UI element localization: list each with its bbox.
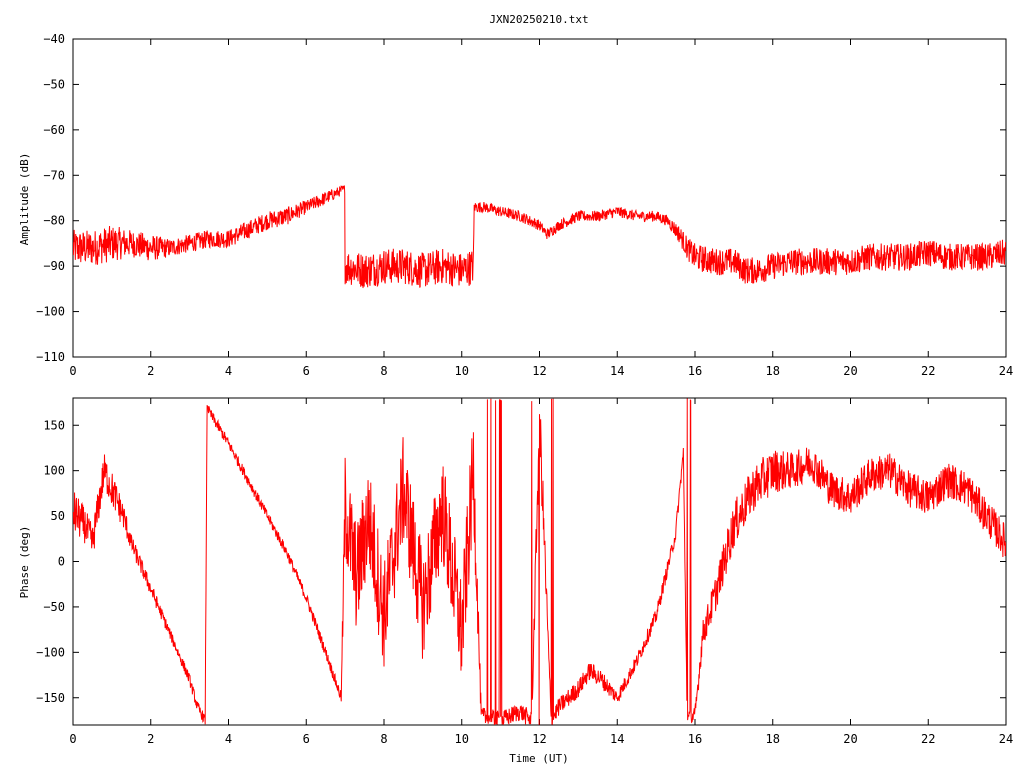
x-tick-label: 14 xyxy=(610,364,624,378)
x-tick-label: 16 xyxy=(688,364,702,378)
phase-x-axis-title: Time (UT) xyxy=(509,752,569,765)
y-tick-label: −150 xyxy=(36,691,65,705)
x-tick-label: 20 xyxy=(843,732,857,746)
y-tick-label: −80 xyxy=(43,214,65,228)
y-tick-label: −40 xyxy=(43,32,65,46)
x-tick-label: 10 xyxy=(455,732,469,746)
x-tick-label: 10 xyxy=(455,364,469,378)
amplitude-y-axis-title: Amplitude (dB) xyxy=(18,153,31,246)
amplitude-panel: Amplitude (dB) 0 2 4 6 8 10 12 14 16 18 20 22 24−40−… xyxy=(18,32,1013,378)
y-tick-label: −70 xyxy=(43,168,65,182)
x-tick-label: 24 xyxy=(999,364,1013,378)
y-tick-label: 100 xyxy=(43,464,65,478)
plot-frame xyxy=(72,38,1007,358)
y-tick-label: −110 xyxy=(36,350,65,364)
x-tick-label: 8 xyxy=(380,364,387,378)
x-tick-label: 12 xyxy=(532,364,546,378)
y-tick-label: −50 xyxy=(43,600,65,614)
x-tick-label: 24 xyxy=(999,732,1013,746)
phase-y-axis-title: Phase (deg) xyxy=(18,526,31,599)
y-tick-label: 0 xyxy=(58,555,65,569)
x-tick-label: 8 xyxy=(380,732,387,746)
x-tick-label: 14 xyxy=(610,732,624,746)
x-tick-label: 4 xyxy=(225,364,232,378)
x-tick-label: 6 xyxy=(303,732,310,746)
x-tick-label: 12 xyxy=(532,732,546,746)
x-tick-label: 18 xyxy=(766,732,780,746)
phase-series-line xyxy=(73,398,1006,725)
y-tick-label: −100 xyxy=(36,645,65,659)
y-tick-label: −90 xyxy=(43,259,65,273)
y-tick-label: −60 xyxy=(43,123,65,137)
y-tick-label: −50 xyxy=(43,77,65,91)
x-tick-label: 2 xyxy=(147,732,154,746)
x-tick-label: 0 xyxy=(69,364,76,378)
x-tick-label: 16 xyxy=(688,732,702,746)
x-tick-label: 6 xyxy=(303,364,310,378)
y-tick-label: 50 xyxy=(51,509,65,523)
amplitude-series-line xyxy=(73,185,1006,289)
phase-panel: Phase (deg) Time (UT) 0 2 4 6 8 10 12 14 16 18 20 2… xyxy=(18,397,1013,765)
y-tick-label: −100 xyxy=(36,305,65,319)
x-tick-label: 22 xyxy=(921,364,935,378)
x-tick-label: 22 xyxy=(921,732,935,746)
y-tick-label: 150 xyxy=(43,418,65,432)
chart-title: JXN20250210.txt xyxy=(489,13,588,26)
x-tick-label: 0 xyxy=(69,732,76,746)
x-tick-label: 2 xyxy=(147,364,154,378)
x-tick-label: 18 xyxy=(766,364,780,378)
x-tick-label: 20 xyxy=(843,364,857,378)
x-tick-label: 4 xyxy=(225,732,232,746)
